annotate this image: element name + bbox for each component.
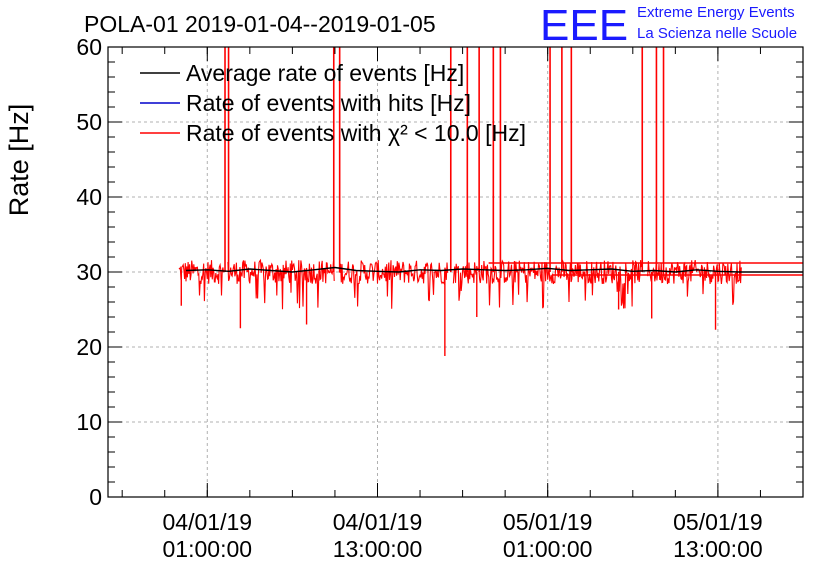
legend: Average rate of events [Hz] Rate of even… <box>140 60 526 146</box>
legend-item-rate-chi2: Rate of events with χ² < 10.0 [Hz] <box>140 120 526 146</box>
axis-ticks <box>108 46 804 498</box>
x-tick-label-date: 04/01/19 <box>333 509 423 535</box>
plot-series <box>178 47 803 356</box>
logo: EEE Extreme Energy Events La Scienza nel… <box>540 1 797 50</box>
y-tick-label: 20 <box>76 334 102 360</box>
y-tick-label: 10 <box>76 409 102 435</box>
series-rate-chi2-line <box>452 259 643 309</box>
x-tick-label-date: 04/01/19 <box>163 509 253 535</box>
x-tick-label-date: 05/01/19 <box>673 509 763 535</box>
x-tick-label-time: 01:00:00 <box>503 536 593 562</box>
x-tick-label-date: 05/01/19 <box>503 509 593 535</box>
y-tick-labels: 0 10 20 30 40 50 60 <box>76 34 102 510</box>
y-tick-label: 50 <box>76 109 102 135</box>
y-tick-label: 60 <box>76 34 102 60</box>
series-rate-chi2-line <box>227 258 335 310</box>
legend-item-average-rate: Average rate of events [Hz] <box>140 60 464 86</box>
y-axis-label: Rate [Hz] <box>4 104 34 217</box>
legend-label-average-rate: Average rate of events [Hz] <box>186 60 464 86</box>
x-tick-label-time: 01:00:00 <box>163 536 253 562</box>
series-average-rate-line <box>185 266 803 273</box>
series-rate-chi2-line <box>338 260 449 309</box>
legend-item-rate-with-hits: Rate of events with hits [Hz] <box>140 90 471 116</box>
y-tick-label: 30 <box>76 259 102 285</box>
x-tick-labels: 04/01/1901:00:0004/01/1913:00:0005/01/19… <box>163 509 763 562</box>
legend-label-rate-with-hits: Rate of events with hits [Hz] <box>186 90 471 116</box>
logo-line-1: Extreme Energy Events <box>637 4 795 21</box>
y-tick-label: 0 <box>89 484 102 510</box>
logo-mark: EEE <box>540 1 628 50</box>
x-tick-label-time: 13:00:00 <box>333 536 423 562</box>
chart-title: POLA-01 2019-01-04--2019-01-05 <box>84 11 436 37</box>
legend-label-rate-chi2: Rate of events with χ² < 10.0 [Hz] <box>186 120 526 146</box>
logo-line-2: La Scienza nelle Scuole <box>637 25 797 42</box>
x-tick-label-time: 13:00:00 <box>673 536 763 562</box>
y-tick-label: 40 <box>76 184 102 210</box>
series-rate-chi2-line <box>178 260 225 302</box>
